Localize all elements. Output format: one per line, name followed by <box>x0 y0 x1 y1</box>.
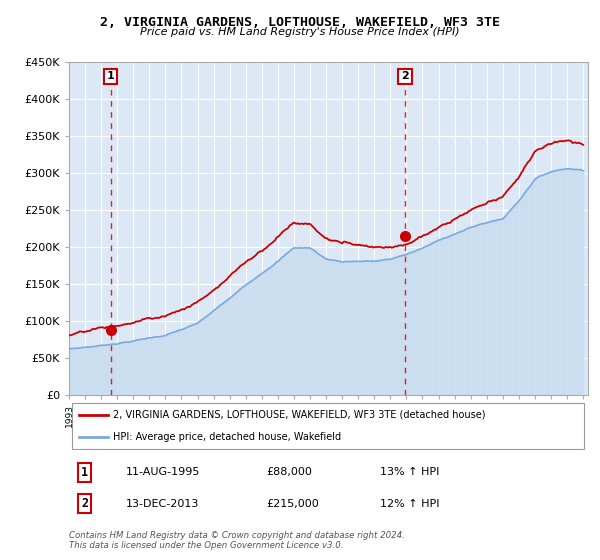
Text: 13-DEC-2013: 13-DEC-2013 <box>126 499 199 509</box>
Text: 1: 1 <box>81 465 88 479</box>
Text: 2, VIRGINIA GARDENS, LOFTHOUSE, WAKEFIELD, WF3 3TE: 2, VIRGINIA GARDENS, LOFTHOUSE, WAKEFIEL… <box>100 16 500 29</box>
Text: 2: 2 <box>81 497 88 510</box>
Text: £88,000: £88,000 <box>266 467 312 477</box>
Text: 2, VIRGINIA GARDENS, LOFTHOUSE, WAKEFIELD, WF3 3TE (detached house): 2, VIRGINIA GARDENS, LOFTHOUSE, WAKEFIEL… <box>113 410 485 420</box>
Text: Price paid vs. HM Land Registry's House Price Index (HPI): Price paid vs. HM Land Registry's House … <box>140 27 460 37</box>
Text: 2: 2 <box>401 72 409 81</box>
Text: £215,000: £215,000 <box>266 499 319 509</box>
Text: Contains HM Land Registry data © Crown copyright and database right 2024.
This d: Contains HM Land Registry data © Crown c… <box>69 530 405 550</box>
Text: 1: 1 <box>107 72 115 81</box>
Text: 13% ↑ HPI: 13% ↑ HPI <box>380 467 440 477</box>
Text: HPI: Average price, detached house, Wakefield: HPI: Average price, detached house, Wake… <box>113 432 341 442</box>
Text: 11-AUG-1995: 11-AUG-1995 <box>126 467 200 477</box>
Text: 12% ↑ HPI: 12% ↑ HPI <box>380 499 440 509</box>
FancyBboxPatch shape <box>71 404 584 449</box>
